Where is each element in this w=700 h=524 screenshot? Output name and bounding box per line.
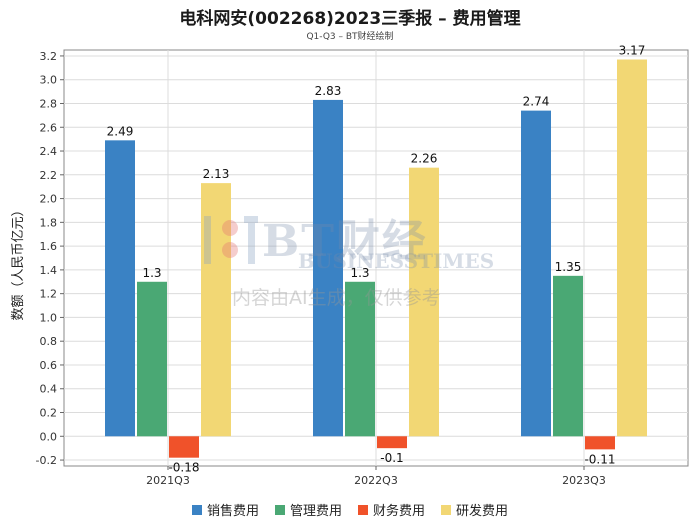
- chart-title: 电科网安(002268)2023三季报 – 费用管理: [179, 9, 521, 29]
- y-tick-label: 2.4: [40, 145, 58, 158]
- y-tick-label: 1.4: [40, 264, 58, 277]
- y-tick-label: 2.2: [40, 169, 58, 182]
- y-tick-label: 3.0: [40, 74, 58, 87]
- data-label: -0.18: [168, 461, 199, 475]
- bar: [553, 275, 583, 437]
- data-label: 1.3: [142, 266, 161, 280]
- y-tick-label: 0.8: [40, 335, 58, 348]
- data-label: 1.3: [350, 266, 369, 280]
- data-label: -0.11: [584, 452, 615, 466]
- grid-layer: [63, 49, 689, 467]
- legend-item: 管理费用: [274, 500, 342, 519]
- bar: [105, 140, 135, 437]
- legend-item: 财务费用: [358, 500, 425, 519]
- legend-label: 研发费用: [456, 504, 509, 519]
- y-tick-label: 1.8: [40, 216, 58, 229]
- bar: [313, 99, 343, 437]
- legend-swatch: [441, 504, 452, 515]
- legend-item: 销售费用: [191, 500, 259, 519]
- bar: [617, 59, 647, 437]
- legend: 销售费用 管理费用 财务费用 研发费用: [0, 500, 700, 519]
- y-tick-label: 2.8: [40, 97, 58, 110]
- y-tick-label: 1.0: [40, 311, 58, 324]
- data-label: 3.17: [619, 44, 646, 58]
- data-label: 2.83: [315, 84, 342, 98]
- bar: [585, 436, 615, 450]
- bar: [521, 110, 551, 437]
- data-label: 2.74: [523, 95, 550, 109]
- chart-subtitle: Q1-Q3 – BT财经绘制: [306, 32, 394, 42]
- legend-label: 管理费用: [289, 504, 342, 519]
- x-tick-label: 2021Q3: [146, 474, 190, 487]
- data-label: 1.35: [555, 260, 582, 274]
- data-label: 2.26: [411, 152, 438, 166]
- legend-swatch: [358, 504, 368, 515]
- y-tick-label: 1.6: [40, 240, 58, 253]
- y-tick-label: 2.6: [40, 121, 58, 134]
- y-tick-label: 2.0: [40, 193, 58, 206]
- x-tick-label: 2022Q3: [354, 474, 398, 487]
- legend-label: 财务费用: [373, 504, 426, 519]
- axis-layer: -0.2 0.0 0.2 0.4 0.6 0.8 1.0 1.2 1.4 1.6 1.8 2.0 2.2…: [36, 50, 606, 487]
- bar: [201, 183, 231, 437]
- bar: [169, 436, 199, 458]
- data-label: -0.1: [380, 451, 403, 465]
- y-tick-label: 0.0: [40, 430, 58, 443]
- data-label: 2.13: [203, 167, 230, 181]
- x-tick-label: 2023Q3: [562, 474, 606, 487]
- y-tick-label: 0.4: [40, 383, 58, 396]
- legend-item: 研发费用: [441, 500, 508, 519]
- data-label: 2.49: [107, 124, 134, 138]
- y-tick-label: 0.2: [40, 407, 58, 420]
- legend-swatch: [274, 504, 285, 515]
- bars-layer: 2.49 1.3 -0.18 2.13 2.83 1.3 -0.1 2.26 2.74 1.35 -…: [105, 44, 647, 475]
- legend-label: 销售费用: [206, 504, 259, 519]
- y-tick-label: 3.2: [40, 50, 58, 63]
- y-tick-label: -0.2: [36, 454, 57, 467]
- y-tick-label: 0.6: [40, 359, 58, 372]
- bar: [377, 436, 407, 449]
- bar: [409, 167, 439, 437]
- y-tick-label: 1.2: [40, 288, 58, 301]
- y-axis-label: 数额（人民币亿元）: [11, 203, 26, 320]
- legend-swatch: [191, 504, 202, 515]
- bar: [137, 281, 167, 437]
- bar-chart: 2.491.3-0.182.132.831.3-0.12.262.741.35-…: [11, 44, 689, 487]
- bar: [345, 281, 375, 437]
